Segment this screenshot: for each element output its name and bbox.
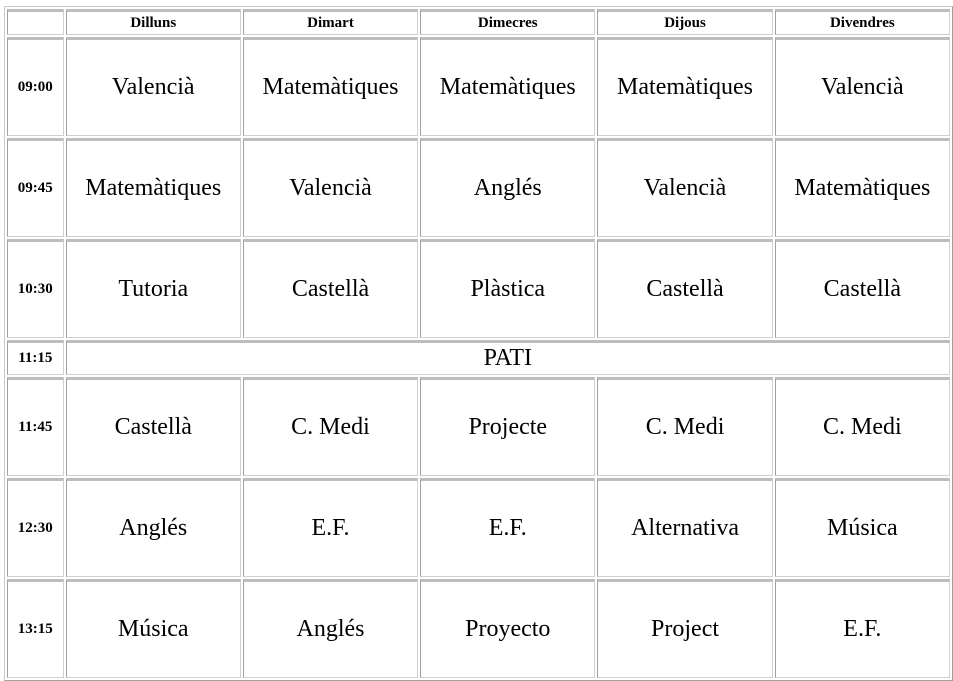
subject-cell: C. Medi bbox=[597, 377, 773, 476]
subject-cell: Matemàtiques bbox=[420, 37, 596, 136]
subject-cell: Música bbox=[774, 478, 950, 577]
subject-cell: Plàstica bbox=[420, 239, 596, 338]
day-header: Divendres bbox=[774, 9, 950, 35]
subject-cell: Valencià bbox=[242, 138, 419, 237]
table-row: 12:30 Anglés E.F. E.F. Alternativa Música bbox=[7, 478, 950, 577]
subject-cell: Projecte bbox=[420, 377, 596, 476]
subject-cell: E.F. bbox=[774, 579, 950, 678]
day-header: Dijous bbox=[597, 9, 773, 35]
subject-cell: Anglés bbox=[65, 478, 241, 577]
time-cell: 11:15 bbox=[7, 340, 64, 375]
timetable: Dilluns Dimart Dimecres Dijous Divendres 09:… bbox=[4, 6, 953, 681]
subject-cell: C. Medi bbox=[242, 377, 419, 476]
time-cell: 09:00 bbox=[7, 37, 64, 136]
header-row: Dilluns Dimart Dimecres Dijous Divendres bbox=[7, 9, 950, 35]
subject-cell: E.F. bbox=[242, 478, 419, 577]
subject-cell: Alternativa bbox=[597, 478, 773, 577]
day-header: Dimart bbox=[242, 9, 419, 35]
time-cell: 10:30 bbox=[7, 239, 64, 338]
subject-cell: Castellà bbox=[774, 239, 950, 338]
subject-cell: Matemàtiques bbox=[774, 138, 950, 237]
subject-cell: Matemàtiques bbox=[65, 138, 241, 237]
subject-cell: Matemàtiques bbox=[242, 37, 419, 136]
subject-cell: Matemàtiques bbox=[597, 37, 773, 136]
break-cell: PATI bbox=[65, 340, 950, 375]
subject-cell: Anglés bbox=[242, 579, 419, 678]
time-cell: 11:45 bbox=[7, 377, 64, 476]
table-row: 10:30 Tutoria Castellà Plàstica Castellà Cast… bbox=[7, 239, 950, 338]
table-row: 11:45 Castellà C. Medi Projecte C. Medi C. Me… bbox=[7, 377, 950, 476]
subject-cell: Tutoria bbox=[65, 239, 241, 338]
subject-cell: Valencià bbox=[597, 138, 773, 237]
subject-cell: Project bbox=[597, 579, 773, 678]
corner-cell bbox=[7, 9, 64, 35]
time-cell: 12:30 bbox=[7, 478, 64, 577]
subject-cell: Proyecto bbox=[420, 579, 596, 678]
subject-cell: Castellà bbox=[597, 239, 773, 338]
subject-cell: E.F. bbox=[420, 478, 596, 577]
subject-cell: Castellà bbox=[242, 239, 419, 338]
subject-cell: Anglés bbox=[420, 138, 596, 237]
day-header: Dimecres bbox=[420, 9, 596, 35]
time-cell: 13:15 bbox=[7, 579, 64, 678]
subject-cell: Valencià bbox=[65, 37, 241, 136]
subject-cell: Valencià bbox=[774, 37, 950, 136]
time-cell: 09:45 bbox=[7, 138, 64, 237]
subject-cell: Música bbox=[65, 579, 241, 678]
table-row: 09:45 Matemàtiques Valencià Anglés Valencià M… bbox=[7, 138, 950, 237]
subject-cell: C. Medi bbox=[774, 377, 950, 476]
day-header: Dilluns bbox=[65, 9, 241, 35]
table-row: 13:15 Música Anglés Proyecto Project E.F. bbox=[7, 579, 950, 678]
table-row: 11:15 PATI bbox=[7, 340, 950, 375]
table-row: 09:00 Valencià Matemàtiques Matemàtiques Mat… bbox=[7, 37, 950, 136]
subject-cell: Castellà bbox=[65, 377, 241, 476]
